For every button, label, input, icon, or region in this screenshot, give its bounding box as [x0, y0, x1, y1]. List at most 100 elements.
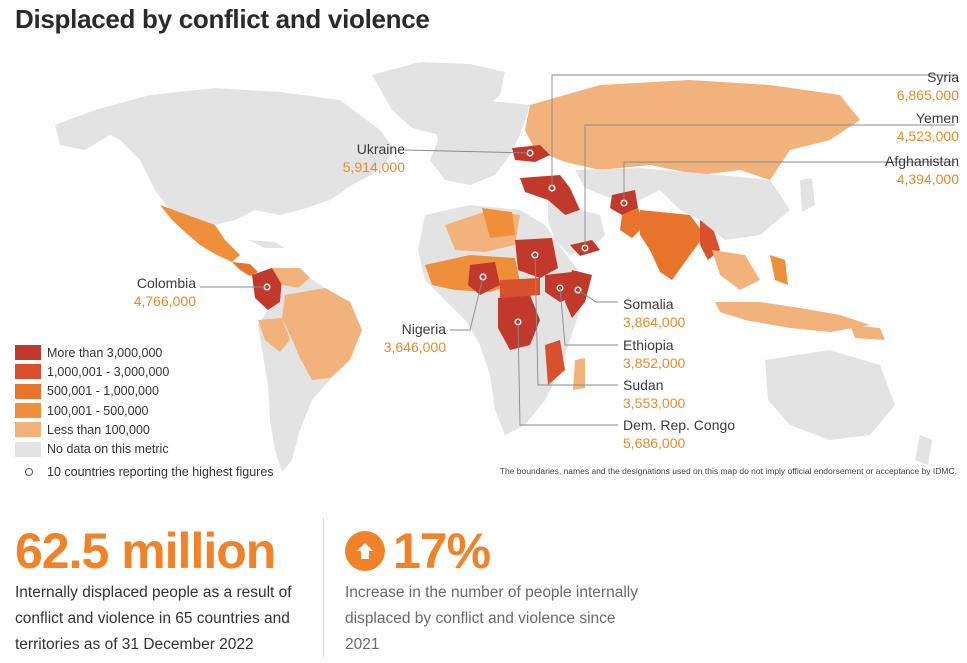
landmass-alaska: [55, 110, 110, 150]
callout-ethiopia: Ethiopia 3,852,000: [623, 336, 685, 372]
legend-swatch: [15, 345, 41, 361]
callout-ukraine: Ukraine 5,914,000: [330, 140, 405, 176]
country-peru: [258, 318, 290, 352]
country-brazil: [282, 288, 362, 380]
country-nigeria: [468, 262, 500, 295]
legend-swatch: [15, 403, 41, 419]
stat-increase: 17% Increase in the number of people int…: [345, 522, 645, 658]
country-syria-region: [520, 175, 580, 215]
callout-name: Dem. Rep. Congo: [623, 417, 736, 433]
leader-syria: [551, 74, 955, 188]
callout-value: 3,864,000: [623, 314, 686, 330]
ring-marker-icon: [25, 467, 33, 476]
callout-nigeria: Nigeria 3,646,000: [370, 320, 446, 356]
country-papua-new-guinea: [850, 325, 885, 340]
landmass-north-america: [95, 88, 395, 225]
country-philippines: [770, 255, 788, 285]
leader-dem-rep-congo: [517, 321, 618, 426]
callout-dem-rep-congo: Dem. Rep. Congo 5,686,000: [623, 416, 735, 452]
callout-leader-lines: [200, 74, 955, 426]
legend-item: No data on this metric: [15, 439, 274, 458]
country-central-america: [232, 262, 258, 276]
country-russia: [525, 80, 860, 180]
callout-name: Syria: [927, 69, 959, 85]
legend-label: 100,001 - 500,000: [47, 403, 149, 418]
callout-value: 5,914,000: [342, 159, 405, 175]
legend-item: 100,001 - 500,000: [15, 401, 274, 420]
callout-value: 4,523,000: [896, 128, 959, 144]
stat-increase-value: 17%: [393, 523, 491, 579]
country-colombia: [252, 268, 282, 310]
callout-value: 4,766,000: [133, 293, 196, 309]
legend-item: Less than 100,000: [15, 420, 274, 439]
map-canvas: [55, 62, 955, 472]
country-ukraine: [512, 145, 550, 162]
leader-nigeria: [450, 276, 484, 331]
callout-value: 6,865,000: [896, 87, 959, 103]
map-legend: More than 3,000,000 1,000,001 - 3,000,00…: [15, 343, 274, 482]
callout-sudan: Sudan 3,553,000: [623, 376, 685, 412]
landmass-australia: [765, 350, 895, 440]
leader-ethiopia: [559, 287, 618, 346]
stat-total-value: 62.5 million: [15, 523, 276, 579]
country-china: [640, 168, 790, 240]
legend-marker-label: 10 countries reporting the highest figur…: [47, 464, 274, 479]
country-myanmar: [700, 220, 720, 260]
legend-swatch: [15, 383, 41, 399]
country-dem-rep-congo: [498, 295, 540, 350]
stat-increase-desc: Increase in the number of people interna…: [345, 584, 638, 653]
legend-swatch: [15, 422, 41, 438]
callout-somalia: Somalia 3,864,000: [623, 295, 685, 331]
marker-somalia: [574, 286, 582, 294]
callout-value: 3,646,000: [383, 339, 446, 355]
marker-nigeria: [479, 273, 487, 281]
landmass-central-asia: [575, 168, 660, 200]
leader-sudan: [534, 254, 618, 386]
callout-value: 4,394,000: [896, 171, 959, 187]
leader-ukraine: [404, 149, 531, 154]
world-map: Syria 6,865,000 Yemen 4,523,000 Afghanis…: [0, 40, 967, 485]
arrow-up-icon: [345, 531, 385, 571]
country-mexico: [160, 205, 240, 262]
leader-yemen: [584, 124, 955, 248]
stat-total-desc: Internally displaced people as a result …: [15, 584, 292, 653]
callout-name: Afghanistan: [885, 153, 959, 169]
callout-syria: Syria 6,865,000: [897, 68, 959, 104]
callout-name: Yemen: [915, 110, 959, 126]
landmass-europe: [430, 100, 530, 185]
leader-somalia: [577, 289, 618, 303]
country-somalia: [565, 270, 592, 318]
callout-value: 5,686,000: [623, 435, 686, 451]
legend-label: More than 3,000,000: [47, 345, 163, 360]
legend-label: 500,001 - 1,000,000: [47, 384, 159, 399]
country-pakistan: [620, 208, 645, 238]
country-venezuela: [272, 268, 310, 288]
callout-name: Ethiopia: [623, 337, 674, 353]
map-disclaimer: The boundaries, names and the designatio…: [499, 466, 957, 476]
country-new-zealand: [915, 435, 932, 465]
callout-value: 3,553,000: [623, 395, 686, 411]
callout-afghanistan: Afghanistan 4,394,000: [885, 152, 959, 188]
region-southeast-asia: [712, 250, 760, 290]
country-india: [640, 210, 705, 280]
callout-name: Colombia: [136, 275, 196, 291]
country-mozambique: [545, 340, 565, 385]
legend-item: 1,000,001 - 3,000,000: [15, 362, 274, 381]
stats-divider: [323, 518, 324, 658]
legend-swatch: [15, 441, 41, 457]
callout-colombia: Colombia 4,766,000: [120, 274, 196, 310]
country-caribbean: [248, 240, 285, 248]
callout-name: Ukraine: [356, 141, 405, 157]
callout-name: Nigeria: [401, 321, 446, 337]
country-indonesia: [715, 302, 870, 332]
leader-afghanistan: [623, 161, 955, 203]
legend-label: Less than 100,000: [47, 422, 150, 437]
legend-label: No data on this metric: [47, 442, 169, 457]
legend-swatch: [15, 364, 41, 380]
callout-yemen: Yemen 4,523,000: [897, 109, 959, 145]
country-japan: [800, 178, 815, 212]
legend-label: 1,000,001 - 3,000,000: [47, 364, 170, 379]
top-ten-markers: [263, 149, 628, 326]
callout-name: Somalia: [623, 296, 674, 312]
legend-item: More than 3,000,000: [15, 343, 274, 362]
